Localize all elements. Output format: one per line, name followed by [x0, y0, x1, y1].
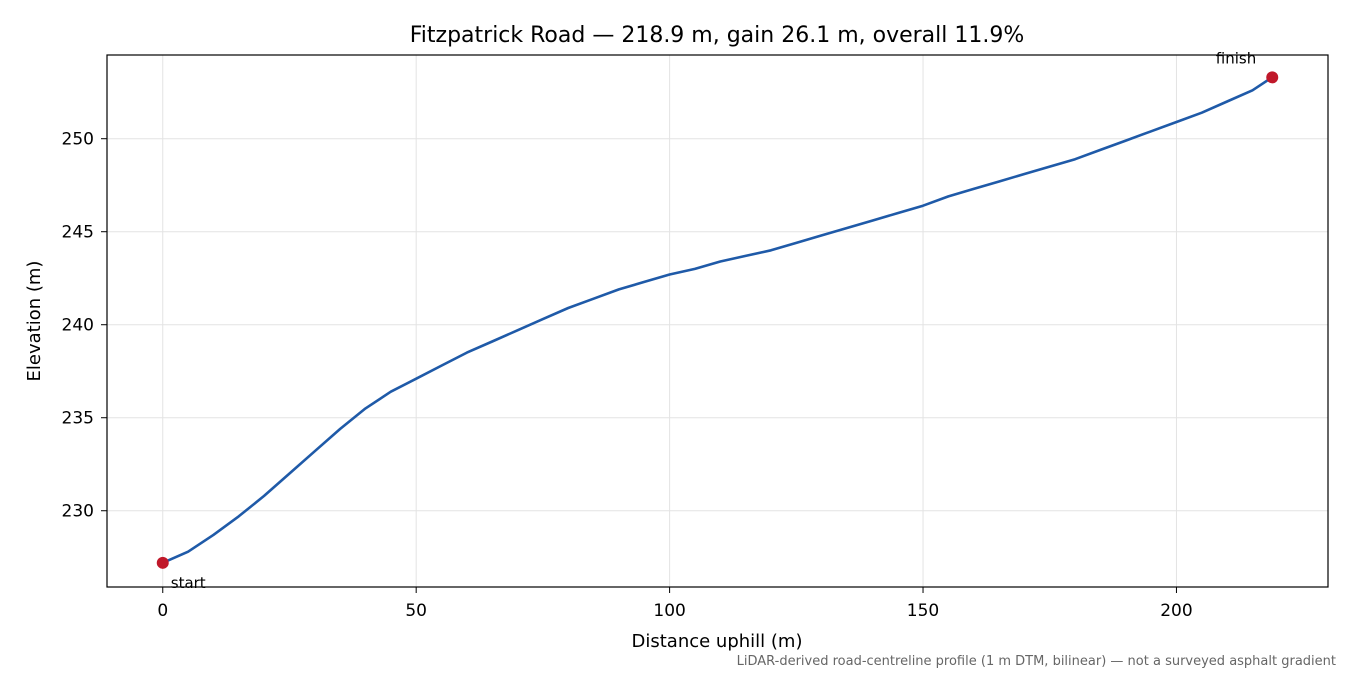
x-tick-label: 50 [405, 601, 427, 621]
y-tick-label: 245 [62, 223, 94, 243]
y-tick-label: 235 [62, 409, 94, 429]
chart-title: Fitzpatrick Road — 218.9 m, gain 26.1 m,… [410, 23, 1025, 48]
finish-label: finish [1216, 49, 1256, 67]
y-axis-label: Elevation (m) [24, 261, 45, 382]
footnote: LiDAR-derived road-centreline profile (1… [737, 654, 1336, 669]
plot-frame [106, 54, 1329, 588]
x-tick-label: 0 [157, 601, 168, 621]
x-tick-label: 200 [1160, 601, 1192, 621]
x-axis-label: Distance uphill (m) [632, 631, 803, 652]
y-tick-label: 240 [62, 316, 94, 336]
finish-marker [1266, 71, 1279, 84]
x-axis-ticks: 0 50 100 150 200 [157, 587, 1193, 621]
x-tick-label: 100 [653, 601, 685, 621]
y-tick-label: 250 [62, 130, 94, 150]
start-marker [156, 556, 169, 569]
grid-lines [107, 55, 1328, 587]
start-label: start [171, 574, 206, 592]
x-tick-label: 150 [907, 601, 939, 621]
elevation-profile-line [161, 76, 1274, 565]
y-axis-ticks: 230 235 240 245 250 [62, 130, 107, 522]
y-tick-label: 230 [62, 502, 94, 522]
